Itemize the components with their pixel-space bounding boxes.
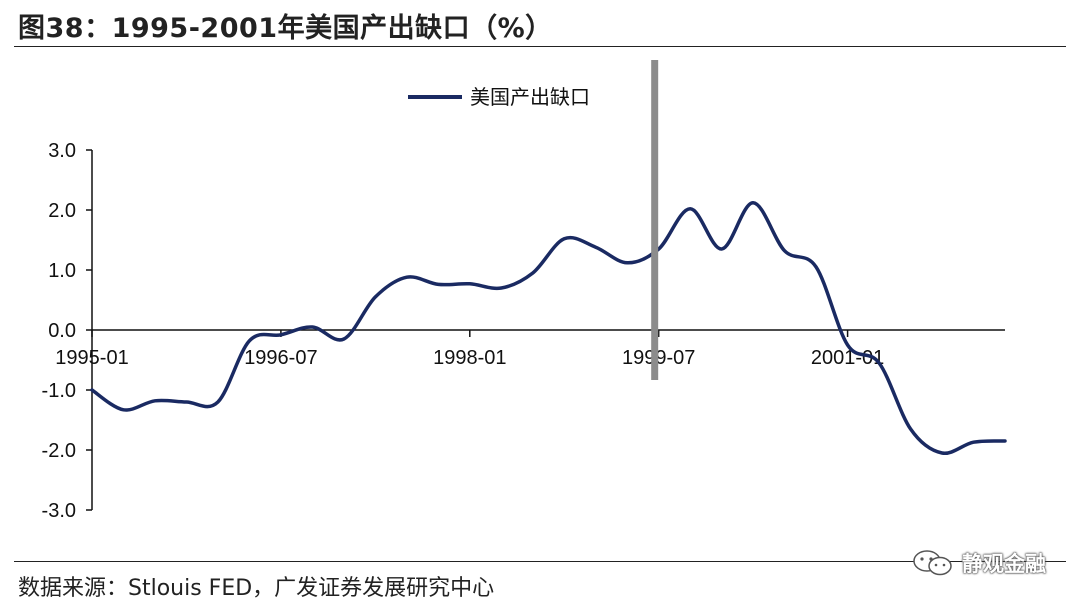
wechat-icon	[913, 550, 952, 576]
y-tick-label: 0.0	[48, 320, 76, 342]
y-axis-ticks: 3.0 2.0 1.0 0.0 -1.0 -2.0 -3.0	[42, 140, 92, 522]
legend: 美国产出缺口	[408, 85, 590, 109]
y-tick-label: -3.0	[42, 500, 76, 522]
legend-label: 美国产出缺口	[470, 85, 590, 109]
vertical-marker-bar	[651, 60, 659, 380]
x-tick-label: 2001-01	[811, 347, 884, 369]
x-axis-ticks: 1995-01 1996-07 1998-01 1999-07 2001-01	[55, 330, 884, 369]
y-tick-label: 2.0	[48, 200, 76, 222]
y-tick-label: -1.0	[42, 380, 76, 402]
watermark: 静观金融	[910, 548, 1046, 578]
series-layer	[90, 201, 1007, 455]
source-note: 数据来源：Stlouis FED，广发证券发展研究中心	[18, 576, 495, 601]
axes	[91, 150, 1005, 510]
series-line-output-gap	[90, 201, 1007, 455]
footer-divider	[14, 561, 1066, 562]
x-tick-label: 1998-01	[433, 347, 506, 369]
x-tick-label: 1999-07	[622, 347, 695, 369]
y-tick-label: -2.0	[42, 440, 76, 462]
chart-title: 图38：1995-2001年美国产出缺口（%）	[18, 13, 553, 44]
vertical-marker-layer	[651, 60, 659, 380]
x-tick-label: 1996-07	[244, 347, 317, 369]
watermark-text: 静观金融	[962, 552, 1046, 576]
y-tick-label: 3.0	[48, 140, 76, 162]
title-divider	[14, 46, 1066, 47]
y-tick-label: 1.0	[48, 260, 76, 282]
